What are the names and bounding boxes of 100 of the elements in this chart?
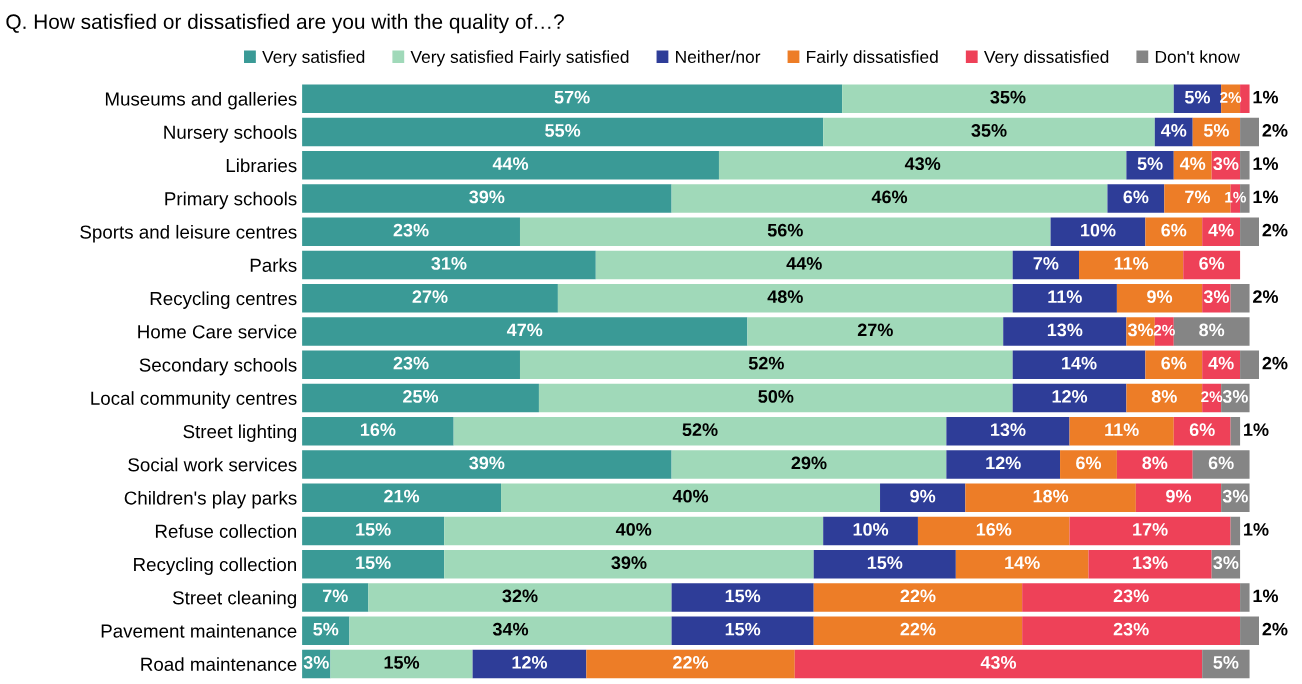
bar xyxy=(671,616,814,645)
y-tick-label: Refuse collection xyxy=(155,524,296,538)
bar xyxy=(302,383,539,413)
data-label: 18% xyxy=(1033,489,1069,503)
data-label: 1% xyxy=(1253,190,1279,204)
y-tick-label: Local community centres xyxy=(91,391,297,409)
legend-label: Don't know xyxy=(1155,50,1240,64)
bar xyxy=(302,184,672,213)
data-label: 13% xyxy=(1133,556,1168,570)
data-label: 6% xyxy=(1123,190,1149,204)
data-label: 11% xyxy=(1048,290,1082,304)
bar xyxy=(302,549,445,579)
data-label: 55% xyxy=(545,124,581,137)
bar xyxy=(1079,250,1184,280)
data-label: 3% xyxy=(1222,390,1248,403)
bar xyxy=(1230,416,1241,446)
data-label: 27% xyxy=(412,290,448,304)
bar xyxy=(1116,283,1203,313)
data-label: 6% xyxy=(1189,423,1215,437)
bar xyxy=(302,250,596,280)
bar xyxy=(946,450,1061,479)
data-label: 46% xyxy=(871,190,908,204)
data-label: 40% xyxy=(615,523,652,536)
data-label: 4% xyxy=(1208,356,1234,370)
data-label: 10% xyxy=(853,523,889,536)
bar xyxy=(955,549,1089,579)
bar xyxy=(538,383,1013,413)
data-label: 57% xyxy=(554,90,590,104)
bar xyxy=(302,317,748,346)
bar xyxy=(718,150,1127,180)
data-label: 35% xyxy=(990,90,1026,104)
bar xyxy=(519,350,1013,379)
data-label: 16% xyxy=(976,523,1012,536)
bar xyxy=(1088,549,1212,579)
legend-label: Very satisfied xyxy=(262,50,365,67)
bar xyxy=(557,283,1013,313)
bar xyxy=(1240,84,1250,113)
bar xyxy=(1192,450,1250,479)
data-label: 9% xyxy=(1147,290,1173,304)
y-tick-label: Home Care service xyxy=(138,324,297,339)
data-label: 5% xyxy=(1137,157,1163,171)
y-tick-label: Pavement maintenance xyxy=(101,623,297,638)
bar xyxy=(453,416,947,446)
y-tick-label: Parks xyxy=(250,258,297,272)
data-label: 22% xyxy=(900,589,936,603)
bar xyxy=(823,117,1155,147)
data-label: 2% xyxy=(1262,622,1288,636)
bar xyxy=(671,583,814,612)
data-label: 23% xyxy=(1113,589,1149,603)
bar xyxy=(823,516,918,546)
bar xyxy=(1240,350,1260,379)
data-label: 6% xyxy=(1161,223,1187,237)
data-label: 5% xyxy=(1184,90,1211,104)
data-label: 16% xyxy=(360,423,396,437)
bar xyxy=(501,483,881,512)
y-tick-label: Recycling centres xyxy=(150,291,297,309)
data-label: 15% xyxy=(867,556,903,570)
bar xyxy=(1145,217,1203,246)
data-label: 9% xyxy=(1166,489,1192,503)
data-label: 3% xyxy=(303,656,329,669)
data-label: 12% xyxy=(986,456,1021,470)
bar xyxy=(813,549,956,579)
bar xyxy=(472,649,587,679)
data-label: 43% xyxy=(980,656,1017,669)
y-tick-label: Street lighting xyxy=(183,424,296,442)
bar xyxy=(302,416,454,446)
data-label: 21% xyxy=(384,489,420,503)
data-label: 31% xyxy=(431,257,467,270)
bar xyxy=(1069,516,1231,546)
y-tick-label: Secondary schools xyxy=(139,357,297,376)
bar xyxy=(842,84,1174,113)
data-label: 52% xyxy=(682,423,718,437)
bar xyxy=(330,649,473,679)
bar xyxy=(1050,217,1146,246)
y-tick-label: Social work services xyxy=(128,457,297,472)
bar xyxy=(302,217,520,246)
bar xyxy=(302,150,719,180)
data-label: 9% xyxy=(910,489,936,503)
data-label: 6% xyxy=(1208,456,1234,470)
data-label: 44% xyxy=(786,257,822,270)
y-tick-label: Recycling collection xyxy=(134,557,296,575)
data-label: 29% xyxy=(791,456,827,470)
bar xyxy=(1240,583,1250,612)
y-tick-label: Road maintenance xyxy=(141,657,297,671)
legend-label: Fairly dissatisfied xyxy=(807,50,938,67)
data-label: 5% xyxy=(1203,124,1229,137)
data-label: 39% xyxy=(611,556,647,570)
data-label: 13% xyxy=(1047,323,1083,337)
bar xyxy=(1012,350,1146,379)
data-label: 47% xyxy=(506,323,543,337)
data-label: 43% xyxy=(904,157,941,171)
data-label: 2% xyxy=(1262,223,1288,237)
data-label: 8% xyxy=(1142,456,1168,470)
data-label: 48% xyxy=(767,290,803,304)
data-label: 12% xyxy=(1052,390,1088,403)
data-label: 23% xyxy=(393,356,429,370)
data-label: 10% xyxy=(1081,223,1116,237)
bar xyxy=(519,217,1051,246)
legend-label: Very satisfied Fairly satisfied xyxy=(410,50,629,67)
data-label: 56% xyxy=(767,223,803,237)
